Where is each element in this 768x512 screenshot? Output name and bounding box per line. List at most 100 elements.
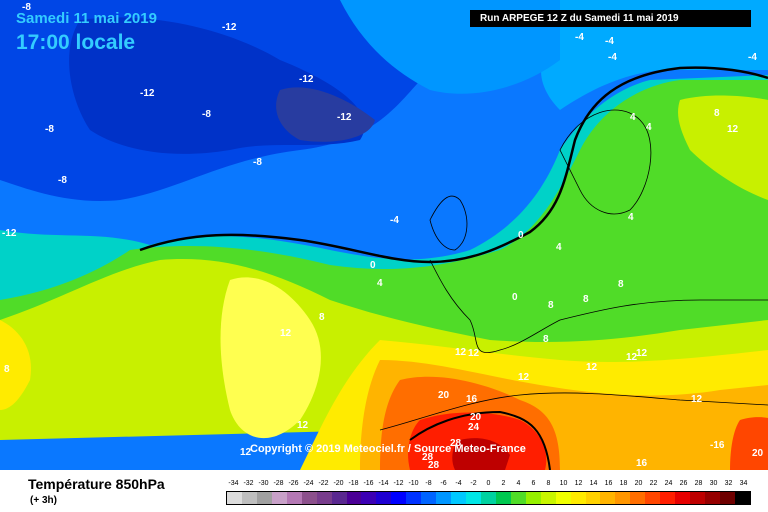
legend-subtitle: (+ 3h) bbox=[30, 495, 57, 506]
isotherm-label: 28 bbox=[428, 460, 440, 470]
legend-swatch bbox=[227, 492, 242, 504]
legend-tick: 24 bbox=[664, 480, 673, 487]
isotherm-label: -12 bbox=[140, 88, 155, 99]
legend-tick: -10 bbox=[408, 480, 419, 487]
isotherm-label: 8 bbox=[543, 334, 549, 345]
legend: Température 850hPa (+ 3h) -34 -32 -30 -2 8 -2… bbox=[0, 470, 768, 512]
isotherm-label: 12 bbox=[455, 347, 467, 358]
isotherm-label: 0 bbox=[370, 260, 376, 271]
coastline-uk bbox=[429, 195, 468, 251]
legend-swatch bbox=[585, 492, 601, 504]
legend-swatch bbox=[734, 492, 750, 504]
legend-swatch bbox=[301, 492, 317, 504]
isotherm-label: 4 bbox=[556, 242, 562, 253]
zone-yellow-green-ne bbox=[678, 95, 768, 200]
legend-swatch bbox=[570, 492, 586, 504]
legend-tick: 4 bbox=[516, 480, 521, 487]
legend-swatch bbox=[361, 492, 377, 504]
isotherm-label: 8 bbox=[4, 364, 10, 375]
legend-swatch bbox=[690, 492, 705, 504]
legend-tick: -32 bbox=[243, 480, 254, 487]
legend-swatch bbox=[466, 492, 481, 504]
legend-tick: -18 bbox=[348, 480, 359, 487]
isotherm-label: 28 bbox=[422, 452, 434, 463]
isotherm-label: 28 bbox=[450, 438, 462, 449]
legend-tick: 10 bbox=[559, 480, 568, 487]
legend-tick: 8 bbox=[546, 480, 551, 487]
legend-swatch bbox=[286, 492, 302, 504]
isotherm-label: -4 bbox=[390, 215, 399, 226]
legend-swatch bbox=[316, 492, 332, 504]
legend-swatch bbox=[241, 492, 257, 504]
legend-title: Température 850hPa bbox=[28, 476, 165, 492]
isotherm-label: -16 bbox=[710, 440, 725, 451]
legend-tick: -2 bbox=[470, 480, 477, 487]
map-time: 17:00 locale bbox=[16, 31, 136, 54]
isotherm-labels: -8-12-12-4 -4-4 -4-12-12-8-8-12-8-8-404044… bbox=[2, 2, 764, 470]
front-line-south bbox=[409, 410, 551, 470]
zone-red-east bbox=[730, 417, 768, 470]
legend-tick: -12 bbox=[393, 480, 404, 487]
legend-tick: 12 bbox=[574, 480, 583, 487]
isotherm-label: 12 bbox=[636, 348, 648, 359]
legend-tick: -8 bbox=[425, 480, 432, 487]
legend-swatch bbox=[495, 492, 511, 504]
legend-swatch bbox=[540, 492, 556, 504]
legend-tick: 14 bbox=[589, 480, 598, 487]
legend-swatch bbox=[705, 492, 720, 504]
isotherm-label: 8 bbox=[319, 312, 325, 323]
legend-tick: -16 bbox=[363, 480, 374, 487]
legend-tick: -24 bbox=[303, 480, 314, 487]
temperature-map: -8-12-12-4 -4-4 -4-12-12-8-8-12-8-8-404044… bbox=[0, 0, 768, 470]
isotherm-label: 16 bbox=[466, 394, 478, 405]
legend-tick: -4 bbox=[455, 480, 462, 487]
legend-tick: -22 bbox=[318, 480, 329, 487]
isotherm-label: 16 bbox=[636, 458, 648, 469]
legend-tick: 26 bbox=[679, 480, 688, 487]
isotherm-label: 4 bbox=[646, 122, 652, 133]
coastline-africa bbox=[379, 392, 768, 431]
legend-swatch bbox=[660, 492, 676, 504]
isotherm-label: -8 bbox=[45, 124, 54, 135]
legend-tick: 16 bbox=[604, 480, 613, 487]
zone-yellow-west bbox=[0, 320, 31, 410]
legend-swatch bbox=[346, 492, 362, 504]
isotherm-label: 12 bbox=[297, 420, 309, 431]
isotherm-label: 8 bbox=[548, 300, 554, 311]
legend-color-scale bbox=[226, 491, 751, 505]
coastline-europe bbox=[429, 259, 768, 353]
isotherm-label: -12 bbox=[2, 228, 17, 239]
isotherm-label: 12 bbox=[468, 348, 480, 359]
isotherm-label: -4 bbox=[575, 32, 584, 43]
isotherm-label: -8 bbox=[22, 2, 31, 13]
legend-swatch bbox=[480, 492, 496, 504]
legend-tick: 32 bbox=[724, 480, 733, 487]
legend-ticks: -34 -32 -30 -28 -26 -24 -22 -20 -18 -16 -14 -12 -10-… bbox=[226, 480, 751, 489]
front-line bbox=[139, 66, 768, 264]
isotherm-label: 12 bbox=[727, 124, 739, 135]
isotherm-label: 20 bbox=[752, 448, 764, 459]
isotherm-label: -4 bbox=[748, 52, 757, 63]
zone-deep-red bbox=[452, 438, 510, 470]
legend-tick: 2 bbox=[501, 480, 506, 487]
legend-swatch bbox=[271, 492, 287, 504]
isotherm-label: 4 bbox=[377, 278, 383, 289]
isotherm-label: 12 bbox=[280, 328, 292, 339]
isotherm-label: 12 bbox=[518, 372, 530, 383]
legend-swatch bbox=[256, 492, 272, 504]
legend-tick: -26 bbox=[288, 480, 299, 487]
legend-tick: 28 bbox=[694, 480, 703, 487]
legend-swatch bbox=[391, 492, 407, 504]
legend-tick: -34 bbox=[228, 480, 239, 487]
legend-tick: -30 bbox=[258, 480, 269, 487]
isotherm-label: -4 bbox=[608, 52, 617, 63]
isotherm-label: 0 bbox=[512, 292, 518, 303]
isotherm-label: -12 bbox=[222, 22, 237, 33]
isotherm-label: 4 bbox=[628, 212, 634, 223]
map-date: Samedi 11 mai 2019 bbox=[16, 10, 157, 27]
isotherm-label: 12 bbox=[586, 362, 598, 373]
isotherm-label: -12 bbox=[299, 74, 314, 85]
isotherm-label: 12 bbox=[240, 447, 252, 458]
legend-swatch bbox=[555, 492, 571, 504]
legend-tick: 6 bbox=[531, 480, 536, 487]
